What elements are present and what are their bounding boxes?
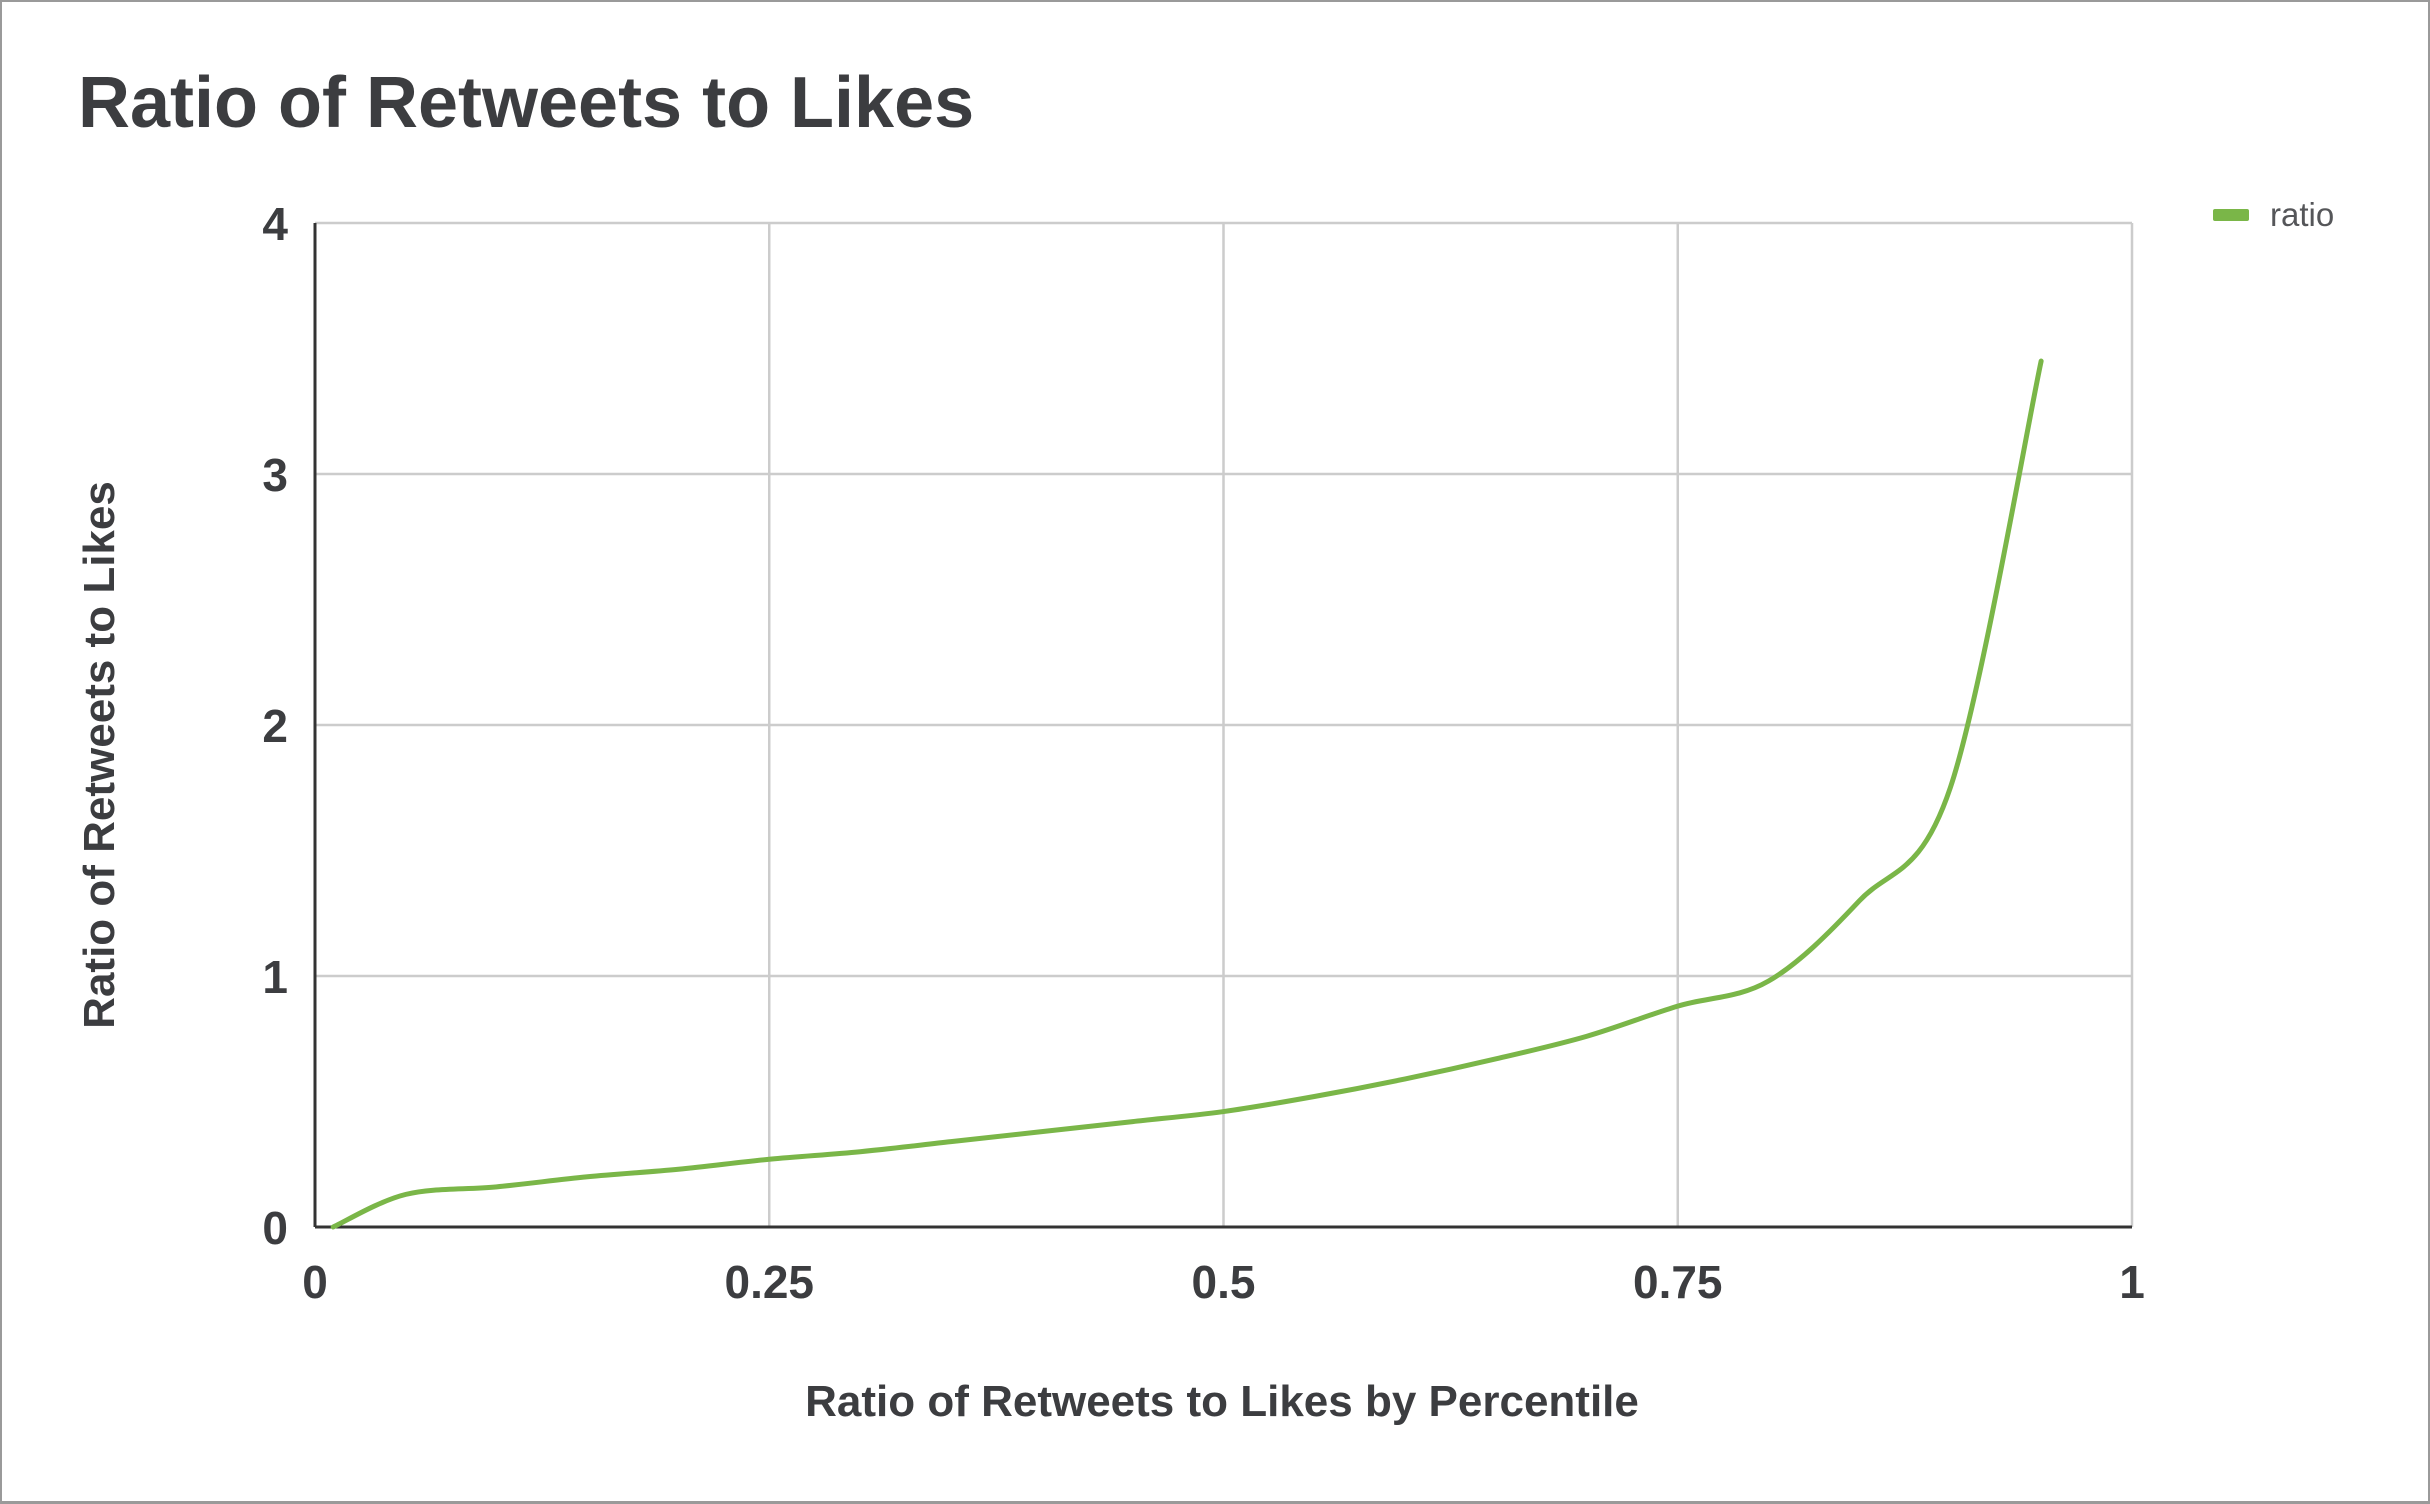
x-tick-label: 0 [302,1256,328,1308]
y-tick-label: 4 [262,198,288,250]
chart-title: Ratio of Retweets to Likes [78,63,975,143]
axes [313,223,2132,1229]
x-tick-label: 1 [2119,1256,2145,1308]
legend: ratio [2213,196,2334,233]
x-tick-label: 0.5 [1192,1256,1256,1308]
y-tick-label: 3 [262,449,288,501]
y-tick-label: 1 [262,951,288,1003]
x-axis-label: Ratio of Retweets to Likes by Percentile [805,1377,1639,1426]
y-tick-label: 0 [262,1202,288,1254]
x-tick-label: 0.75 [1633,1256,1723,1308]
grid-lines [313,221,2134,1229]
legend-swatch-ratio [2213,209,2249,221]
series-group [330,358,2044,1230]
x-tick-label: 0.25 [724,1256,814,1308]
legend-label-ratio: ratio [2270,196,2334,233]
y-tick-labels: 0 1 2 3 4 [262,198,288,1254]
series-line-ratio [330,358,2044,1230]
y-tick-label: 2 [262,700,288,752]
x-tick-labels: 0 0.25 0.5 0.75 1 [302,1256,2145,1308]
y-axis-label: Ratio of Retweets to Likes [75,481,124,1029]
